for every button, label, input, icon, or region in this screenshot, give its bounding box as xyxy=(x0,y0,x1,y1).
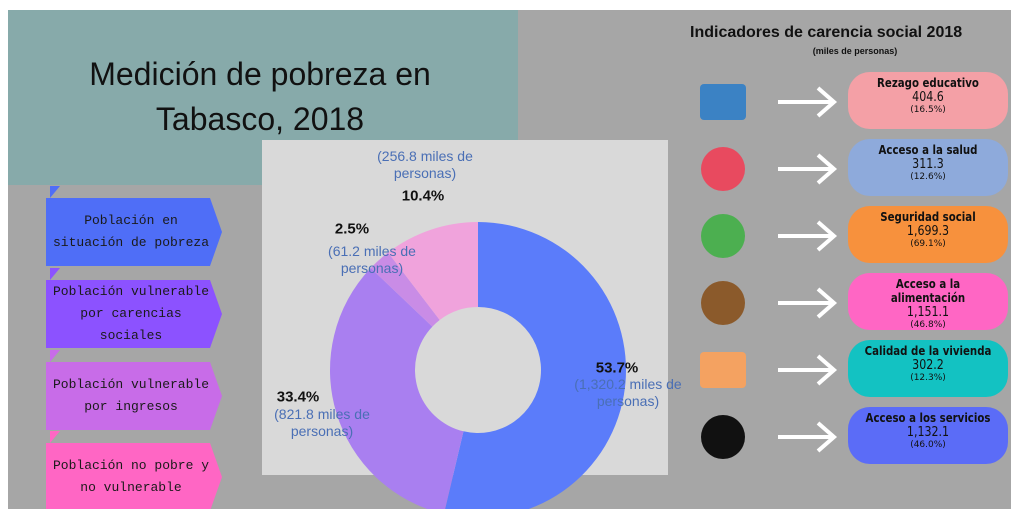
legend-swatch xyxy=(46,198,222,266)
arrow-head xyxy=(816,421,838,453)
legend-label: Población vulnerable por carencias socia… xyxy=(52,284,210,343)
donut-slice xyxy=(330,268,464,509)
indicator-value: 1,132.1 xyxy=(906,425,950,440)
icon xyxy=(701,281,745,325)
arrow-head xyxy=(816,354,838,386)
indicator-value: 404.6 xyxy=(912,90,944,105)
value-label: 53.7% xyxy=(595,359,639,377)
indicator: Seguridad social 1,699.3 (69.1%) xyxy=(848,206,1008,263)
legend-marker xyxy=(50,350,60,362)
indicator-name: Acceso a la alimentación xyxy=(890,277,966,305)
legend-label: Población en situación de pobreza xyxy=(52,213,210,250)
indicator-name: Acceso a los servicios xyxy=(865,411,991,425)
legend-label: Población no pobre y no vulnerable xyxy=(52,458,210,495)
donut-slice xyxy=(388,222,478,320)
indicator-share: (69.1%) xyxy=(910,239,946,249)
indicator-box xyxy=(848,139,1008,196)
donut-slice xyxy=(445,222,626,509)
indicator-share: (12.3%) xyxy=(910,373,946,383)
indicator-share: (12.6%) xyxy=(910,172,946,182)
indicator-value: 302.2 xyxy=(912,358,944,373)
icon xyxy=(700,84,746,120)
arrow-head xyxy=(816,86,838,118)
icon xyxy=(701,415,745,459)
legend-marker xyxy=(50,186,60,198)
legend-swatch xyxy=(46,362,222,430)
indicator-box xyxy=(848,407,1008,464)
annotation: (256.8 miles de personas) xyxy=(377,148,473,181)
icon xyxy=(700,352,746,388)
donut-slice xyxy=(370,252,440,327)
indicator-box xyxy=(848,206,1008,263)
indicator-value: 311.3 xyxy=(912,157,944,172)
indicator-name: Acceso a la salud xyxy=(878,143,978,157)
indicator-share: (46.8%) xyxy=(910,320,946,330)
indicator-box xyxy=(848,273,1008,330)
arrow-head xyxy=(816,220,838,252)
page-title: Medición de pobreza en Tabasco, 2018 xyxy=(89,56,431,137)
legend-label: Población vulnerable por ingresos xyxy=(52,377,210,414)
legend-swatch xyxy=(46,280,222,348)
arrow-head xyxy=(816,153,838,185)
legend-marker xyxy=(50,268,60,280)
indicator-name: Calidad de la vivienda xyxy=(864,344,992,358)
value-label: 10.4% xyxy=(401,187,445,205)
indicator-name: Rezago educativo xyxy=(877,76,979,90)
indicator-box xyxy=(848,340,1008,397)
indicator-value: 1,151.1 xyxy=(906,305,950,320)
annotation: (1,320.2 miles de personas) xyxy=(574,376,682,409)
indicator: Calidad de la vivienda 302.2 (12.3%) xyxy=(848,340,1008,397)
indicator: Acceso a los servicios 1,132.1 (46.0%) xyxy=(848,407,1008,464)
arrow-head xyxy=(816,287,838,319)
indicator-share: (16.5%) xyxy=(910,105,946,115)
icon xyxy=(701,214,745,258)
indicators-title: Indicadores de carencia social 2018 xyxy=(690,24,963,41)
indicator-box xyxy=(848,72,1008,129)
indicator-value: 1,699.3 xyxy=(906,224,950,239)
legend-swatch xyxy=(46,443,222,509)
value-label: 2.5% xyxy=(334,220,370,238)
annotation: (61.2 miles de personas) xyxy=(328,243,416,276)
indicator: Acceso a la salud 311.3 (12.6%) xyxy=(848,139,1008,196)
indicator: Acceso a la alimentación 1,151.1 (46.8%) xyxy=(848,273,1008,330)
indicator: Rezago educativo 404.6 (16.5%) xyxy=(848,72,1008,129)
annotation: (821.8 miles de personas) xyxy=(274,406,370,439)
indicators-subtitle: (miles de personas) xyxy=(812,46,898,56)
icons xyxy=(700,84,838,459)
indicator-name: Seguridad social xyxy=(880,210,976,224)
indicator-share: (46.0%) xyxy=(910,440,946,450)
icon xyxy=(701,147,745,191)
legend-marker xyxy=(50,431,60,443)
value-label: 33.4% xyxy=(276,388,320,406)
